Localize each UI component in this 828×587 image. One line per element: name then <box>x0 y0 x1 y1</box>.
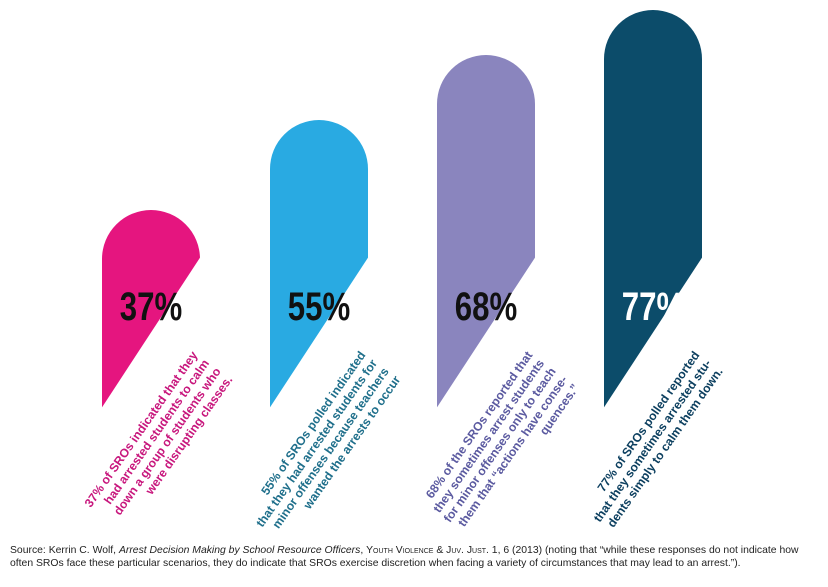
value-label: 77% <box>622 284 684 329</box>
bar-group: 77% 77% of SROs polled reportedthat they … <box>579 10 726 533</box>
bar-group: 68%68% of the SROs reported thatthey som… <box>423 55 582 529</box>
source-separator: , <box>360 545 367 556</box>
source-citation: 1, 6 (2013) (noting that “while these re… <box>10 545 799 569</box>
source-lead: Source: Kerrin C. Wolf, <box>10 545 119 556</box>
bar <box>604 10 702 415</box>
chart: 37%37% of SROs indicated that theyhad ar… <box>82 10 726 540</box>
value-label: 68% <box>455 284 517 329</box>
annotation: 55% of SROs polled indicatedthat they ha… <box>242 348 404 540</box>
source-note: Source: Kerrin C. Wolf, Arrest Decision … <box>10 544 820 570</box>
value-label: 37% <box>120 284 182 329</box>
bar <box>437 55 535 415</box>
bar-group: 55% 55% of SROs polled indicatedthat they… <box>242 120 404 540</box>
annotation: 77% of SROs polled reportedthat they som… <box>579 349 726 533</box>
bar-group: 37%37% of SROs indicated that theyhad ar… <box>82 210 235 518</box>
source-journal: Youth Violence & Juv. Just. <box>366 545 489 556</box>
value-label: 55% <box>288 284 350 329</box>
source-article-title: Arrest Decision Making by School Resourc… <box>118 545 361 556</box>
